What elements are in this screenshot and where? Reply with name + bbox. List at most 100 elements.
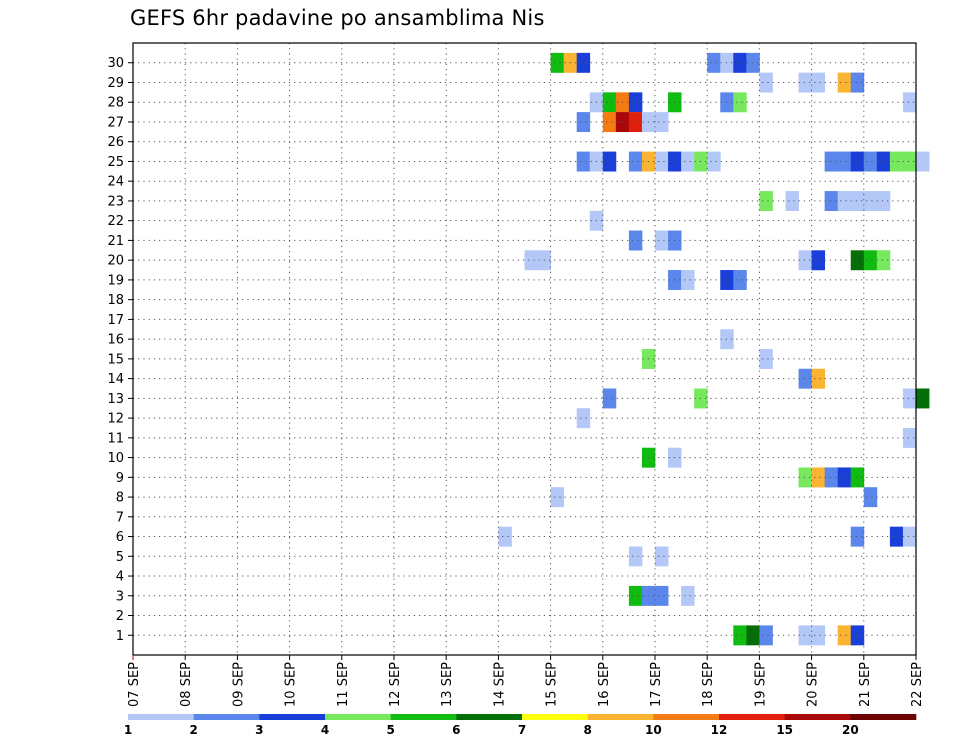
colorbar-segment bbox=[784, 714, 851, 720]
colorbar-label: 2 bbox=[189, 723, 197, 737]
heatmap-cell bbox=[602, 151, 617, 172]
heatmap-cell bbox=[759, 72, 773, 93]
y-tick-label: 30 bbox=[107, 56, 124, 71]
heatmap-cell bbox=[550, 52, 565, 73]
heatmap-cell bbox=[850, 526, 865, 547]
plot-frame bbox=[132, 42, 917, 656]
colorbar-label: 8 bbox=[583, 723, 591, 737]
y-tick-label: 19 bbox=[107, 273, 124, 288]
heatmap-cell bbox=[876, 151, 891, 172]
colorbar-label: 15 bbox=[776, 723, 793, 737]
y-tick-label: 26 bbox=[107, 135, 124, 150]
x-tick-label: 13 SEP bbox=[440, 662, 455, 707]
heatmap-cell bbox=[681, 151, 695, 172]
heatmap-cell bbox=[889, 151, 904, 172]
y-tick-label: 10 bbox=[107, 451, 124, 466]
heatmap-cell bbox=[759, 625, 773, 646]
heatmap-cell bbox=[759, 349, 773, 369]
heatmap-cell bbox=[602, 112, 617, 133]
heatmap-cell bbox=[602, 388, 617, 409]
heatmap-cell bbox=[681, 270, 695, 290]
heatmap-cell bbox=[863, 151, 878, 172]
y-tick-label: 15 bbox=[107, 352, 124, 367]
heatmap-cell bbox=[902, 151, 917, 172]
x-tick-label: 10 SEP bbox=[284, 662, 299, 707]
heatmap-cell bbox=[798, 250, 812, 271]
heatmap-cell bbox=[550, 487, 565, 508]
heatmap-cell bbox=[837, 467, 852, 488]
y-tick-label: 22 bbox=[107, 214, 124, 229]
heatmap-cell bbox=[916, 151, 930, 172]
heatmap-cell bbox=[655, 230, 669, 251]
y-tick-label: 18 bbox=[107, 293, 124, 308]
heatmap-cell bbox=[602, 92, 617, 113]
x-tick-label: 09 SEP bbox=[231, 662, 246, 707]
y-tick-label: 24 bbox=[107, 175, 124, 190]
heatmap-cell bbox=[798, 368, 812, 389]
colorbar-label: 10 bbox=[645, 723, 662, 737]
heatmap-cell bbox=[655, 112, 669, 133]
y-tick-label: 21 bbox=[107, 234, 124, 249]
x-tick-label: 11 SEP bbox=[336, 662, 351, 707]
heatmap-cell bbox=[576, 52, 591, 73]
heatmap-cell bbox=[628, 92, 643, 113]
y-tick-label: 4 bbox=[116, 570, 124, 585]
heatmap-cell bbox=[733, 625, 747, 646]
heatmap-cell bbox=[824, 467, 839, 488]
heatmap-cell bbox=[889, 526, 904, 547]
heatmap-cell bbox=[524, 250, 538, 271]
heatmap-cell bbox=[811, 368, 826, 389]
y-tick-label: 5 bbox=[116, 550, 124, 565]
x-tick-label: 15 SEP bbox=[545, 662, 560, 707]
y-tick-label: 7 bbox=[116, 510, 124, 525]
x-tick-label: 07 SEP bbox=[127, 662, 142, 707]
x-tick-label: 17 SEP bbox=[649, 662, 664, 707]
colorbar-label: 5 bbox=[386, 723, 394, 737]
heatmap-cell bbox=[798, 467, 812, 488]
heatmap-cell bbox=[837, 625, 852, 646]
x-axis-ticks: 07 SEP 08 SEP 09 SEP 10 SEP 11 SEP 12 SEP 13 S… bbox=[127, 655, 925, 707]
heatmap-cell bbox=[733, 270, 747, 290]
heatmap-cell bbox=[681, 585, 695, 606]
heatmap-cell bbox=[902, 92, 917, 113]
grid-lines bbox=[133, 43, 916, 655]
colorbar-segment bbox=[653, 714, 720, 720]
heatmap-cell bbox=[798, 72, 812, 93]
y-tick-label: 29 bbox=[107, 76, 124, 91]
heatmap-cell bbox=[824, 191, 839, 211]
x-tick-label: 22 SEP bbox=[910, 662, 925, 707]
heatmap-cell bbox=[628, 585, 643, 606]
heatmap-cell bbox=[863, 250, 878, 271]
colorbar-legend: 1 2 3 4 5 6 7 8 10 12 15 20 bbox=[124, 714, 917, 737]
colorbar-label: 20 bbox=[842, 723, 859, 737]
y-axis-ticks: 1234567891011121314151617181920212223242… bbox=[107, 56, 133, 644]
heatmap-cell bbox=[733, 52, 747, 73]
colorbar-segment bbox=[325, 714, 391, 720]
heatmap-cells bbox=[498, 52, 930, 646]
x-tick-label: 08 SEP bbox=[179, 662, 194, 707]
chart-title: GEFS 6hr padavine po ansamblima Nis bbox=[130, 6, 545, 30]
heatmap-cell bbox=[837, 72, 852, 93]
colorbar-segment bbox=[193, 714, 260, 720]
heatmap-cell bbox=[837, 151, 852, 172]
colorbar-segment bbox=[259, 714, 326, 720]
colorbar-label: 6 bbox=[452, 723, 460, 737]
x-tick-label: 20 SEP bbox=[806, 662, 821, 707]
heatmap-cell bbox=[628, 151, 643, 172]
heatmap-cell bbox=[876, 250, 891, 271]
heatmap-cell bbox=[811, 625, 826, 646]
heatmap-cell bbox=[785, 191, 799, 211]
heatmap-cell bbox=[837, 191, 852, 211]
heatmap-cell bbox=[850, 191, 865, 211]
x-tick-label: 12 SEP bbox=[388, 662, 403, 707]
colorbar-label: 4 bbox=[321, 723, 329, 737]
y-tick-label: 13 bbox=[107, 392, 124, 407]
heatmap-cell bbox=[498, 526, 512, 547]
y-tick-label: 23 bbox=[107, 194, 124, 209]
heatmap-cell bbox=[655, 585, 669, 606]
colorbar-label: 3 bbox=[255, 723, 263, 737]
heatmap-cell bbox=[707, 151, 721, 172]
heatmap-cell bbox=[811, 72, 826, 93]
y-tick-label: 8 bbox=[116, 491, 124, 506]
heatmap-cell bbox=[576, 408, 591, 429]
